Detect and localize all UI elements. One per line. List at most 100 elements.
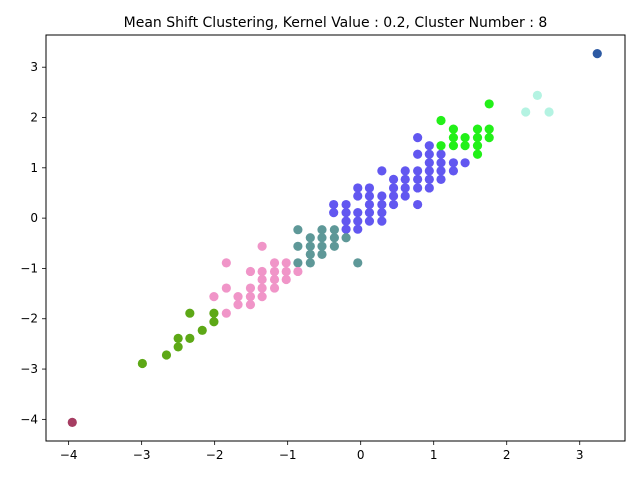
x-tick-label: −1 <box>279 448 297 462</box>
scatter-point <box>281 258 291 268</box>
scatter-point <box>197 325 207 335</box>
scatter-point <box>377 216 387 226</box>
scatter-point <box>448 124 459 134</box>
scatter-point <box>293 258 303 268</box>
scatter-point <box>436 149 446 159</box>
scatter-point <box>281 274 291 285</box>
scatter-point <box>353 191 363 201</box>
scatter-point <box>424 141 434 151</box>
scatter-point <box>329 199 339 210</box>
y-tick-label: 0 <box>30 211 38 225</box>
scatter-point <box>400 174 410 184</box>
scatter-point <box>209 308 219 318</box>
scatter-point <box>209 317 219 327</box>
y-tick-label: 2 <box>30 111 38 125</box>
scatter-point <box>388 191 399 201</box>
scatter-point <box>293 225 303 235</box>
scatter-point <box>388 199 399 210</box>
y-axis: −4 −3 −2 −1 0 1 2 3 <box>20 60 46 426</box>
scatter-point <box>137 358 147 369</box>
scatter-point <box>377 166 387 176</box>
scatter-point <box>353 216 363 226</box>
scatter-point <box>388 174 399 184</box>
scatter-point <box>436 158 446 168</box>
scatter-point <box>233 292 243 302</box>
scatter-point <box>424 174 434 184</box>
scatter-point <box>377 191 387 201</box>
scatter-point <box>436 166 446 176</box>
scatter-point <box>436 141 446 151</box>
scatter-point <box>413 199 423 210</box>
scatter-point <box>221 308 231 318</box>
scatter-point <box>257 274 267 285</box>
scatter-point <box>436 115 446 126</box>
y-tick-label: −1 <box>20 261 38 275</box>
scatter-point <box>364 191 375 201</box>
scatter-point <box>484 133 494 143</box>
scatter-point <box>521 107 531 117</box>
scatter-point <box>341 216 351 226</box>
scatter-point <box>233 300 243 310</box>
scatter-point <box>257 292 267 302</box>
scatter-point <box>400 183 410 193</box>
scatter-point <box>341 224 351 234</box>
scatter-point <box>460 141 470 151</box>
scatter-point <box>281 266 291 277</box>
scatter-point <box>353 224 363 234</box>
scatter-point <box>532 90 542 100</box>
scatter-point <box>484 124 494 134</box>
points-layer <box>67 49 602 427</box>
x-tick-label: −4 <box>60 448 78 462</box>
scatter-point <box>245 266 256 277</box>
scatter-point <box>221 258 231 268</box>
scatter-point <box>424 158 434 168</box>
scatter-point <box>245 283 256 293</box>
scatter-point <box>472 141 483 151</box>
scatter-point <box>317 241 327 251</box>
scatter-point <box>460 158 470 168</box>
scatter-point <box>317 233 327 243</box>
x-tick-label: 2 <box>503 448 511 462</box>
scatter-point <box>413 174 423 184</box>
scatter-point <box>413 183 423 193</box>
scatter-point <box>460 133 470 143</box>
x-axis: −4 −3 −2 −1 0 1 2 3 <box>60 441 584 462</box>
scatter-point <box>388 183 399 193</box>
x-tick-label: −2 <box>206 448 224 462</box>
scatter-point <box>305 241 315 251</box>
scatter-point <box>257 266 267 277</box>
scatter-point <box>329 225 339 235</box>
scatter-point <box>424 166 434 176</box>
scatter-point <box>400 166 410 176</box>
x-tick-label: 3 <box>576 448 584 462</box>
scatter-point <box>448 166 459 176</box>
scatter-point <box>377 207 387 218</box>
scatter-point <box>269 283 280 293</box>
scatter-point <box>472 149 483 159</box>
scatter-point <box>341 199 351 210</box>
scatter-point <box>364 199 375 210</box>
scatter-point <box>364 207 375 218</box>
scatter-point <box>413 166 423 176</box>
scatter-point <box>472 133 483 143</box>
scatter-point <box>364 216 375 226</box>
scatter-point <box>269 258 280 268</box>
scatter-point <box>329 241 339 251</box>
scatter-point <box>305 233 315 243</box>
x-tick-label: 1 <box>430 448 438 462</box>
scatter-point <box>185 333 195 343</box>
y-tick-label: 3 <box>30 60 38 74</box>
scatter-point <box>413 149 423 159</box>
plot-frame <box>45 34 626 442</box>
scatter-point <box>341 233 351 243</box>
scatter-point <box>305 258 315 268</box>
y-tick-label: −3 <box>20 362 38 376</box>
y-tick-label: 1 <box>30 161 38 175</box>
scatter-point <box>413 133 423 143</box>
scatter-point <box>67 417 77 427</box>
scatter-point <box>472 124 483 134</box>
scatter-point <box>293 241 303 251</box>
scatter-point <box>377 199 387 210</box>
scatter-point <box>317 225 327 235</box>
